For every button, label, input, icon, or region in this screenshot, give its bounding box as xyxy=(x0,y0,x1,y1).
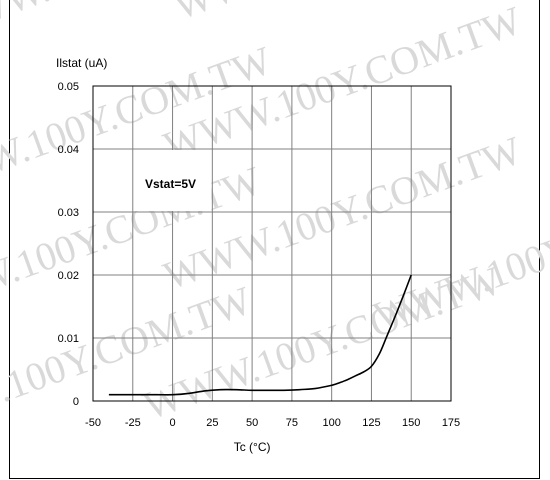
x-tick-label: 25 xyxy=(206,417,218,429)
y-tick-label: 0.05 xyxy=(58,81,79,93)
x-tick-label: 100 xyxy=(322,417,340,429)
x-axis-label: Tc (°C) xyxy=(234,440,271,454)
y-tick-label: 0.01 xyxy=(58,333,79,345)
y-tick-label: 0 xyxy=(73,396,79,408)
x-tick-label: -25 xyxy=(125,417,141,429)
x-tick-label: 150 xyxy=(402,417,420,429)
x-tick-label: 0 xyxy=(169,417,175,429)
series-line xyxy=(108,274,412,396)
annotation-box: Vstat=5V xyxy=(133,150,212,211)
x-tick-label: 125 xyxy=(362,417,380,429)
y-tick-label: 0.04 xyxy=(58,144,79,156)
plot-area xyxy=(92,85,452,402)
x-tick-label: 75 xyxy=(286,417,298,429)
x-tick-labels: -50 -25 0 25 50 75 100 125 150 175 xyxy=(85,417,460,429)
condition-annotation: Vstat=5V xyxy=(145,177,196,191)
y-tick-label: 0.02 xyxy=(58,270,79,282)
y-axis-label: Ilstat (uA) xyxy=(56,56,107,70)
y-tick-labels: 0 0.01 0.02 0.03 0.04 0.05 xyxy=(58,81,79,408)
figure-frame xyxy=(9,0,540,479)
x-tick-label: 175 xyxy=(442,417,460,429)
y-tick-label: 0.03 xyxy=(58,207,79,219)
x-tick-label: 50 xyxy=(246,417,258,429)
x-tick-label: -50 xyxy=(85,417,101,429)
